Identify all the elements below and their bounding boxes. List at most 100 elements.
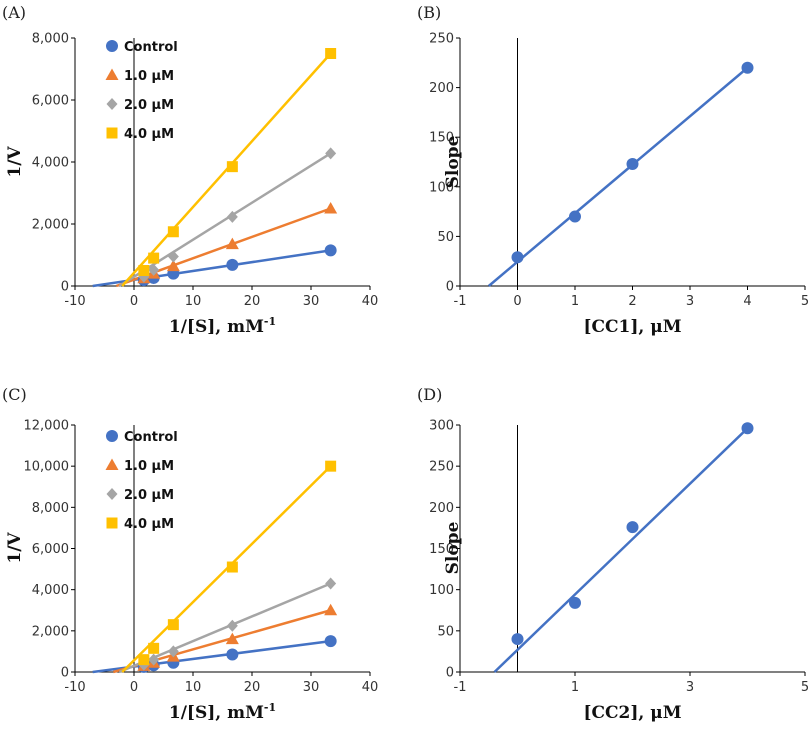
data-point xyxy=(148,252,160,264)
x-tick-label: 10 xyxy=(185,294,202,309)
data-point xyxy=(626,157,639,170)
y-tick-label: 250 xyxy=(429,32,454,47)
data-point xyxy=(511,633,524,646)
fit-line-2 xyxy=(118,152,332,288)
data-point xyxy=(324,603,338,616)
x-tick-label: -1 xyxy=(454,294,467,309)
y-tick-label: 4,000 xyxy=(32,156,69,171)
data-point xyxy=(325,147,337,160)
y-tick-label: 0 xyxy=(446,666,454,681)
legend-label: 1.0 μM xyxy=(124,459,174,474)
x-tick-label: 40 xyxy=(362,680,379,695)
x-tick-label: 5 xyxy=(801,294,809,309)
x-axis-title-text: [CC2], μM xyxy=(583,703,681,723)
y-tick-label: 2,000 xyxy=(32,624,69,639)
x-tick-label: -1 xyxy=(454,680,467,695)
y-axis-title: 1/V xyxy=(5,532,25,564)
legend-label: Control xyxy=(124,40,178,55)
data-point xyxy=(148,642,160,654)
x-tick-label: 1 xyxy=(571,294,579,309)
x-tick-label: 4 xyxy=(743,294,751,309)
fit-line-0 xyxy=(487,66,749,287)
x-tick-label: -10 xyxy=(64,680,85,695)
x-tick-label: 30 xyxy=(303,680,320,695)
data-point xyxy=(138,654,150,666)
legend-label: 1.0 μM xyxy=(124,69,174,84)
x-tick-label: 3 xyxy=(686,680,694,695)
data-point xyxy=(325,577,337,590)
x-tick-label: 3 xyxy=(686,294,694,309)
data-point xyxy=(626,521,639,534)
panel-d: (D) 0 50 100 150 200 250 300 -1 1 3 5 Slope [CC2], μM xyxy=(417,385,809,723)
panel-label: (C) xyxy=(2,385,27,404)
y-tick-label: 0 xyxy=(446,280,454,295)
data-point xyxy=(325,460,337,472)
x-axis-title-superscript: -1 xyxy=(264,315,276,328)
legend-label: 2.0 μM xyxy=(124,98,174,113)
x-tick-label: 0 xyxy=(130,680,138,695)
y-tick-label: 150 xyxy=(429,131,454,146)
data-point xyxy=(226,258,239,271)
y-tick-label: 10,000 xyxy=(24,460,70,475)
fit-line-3 xyxy=(121,465,332,673)
data-point xyxy=(167,645,179,658)
data-point xyxy=(741,422,754,435)
x-axis-title-superscript: -1 xyxy=(264,701,276,714)
panel-label: (B) xyxy=(417,3,441,22)
data-point xyxy=(225,237,239,250)
x-tick-label: 1 xyxy=(571,680,579,695)
data-point xyxy=(324,635,337,648)
data-point xyxy=(138,265,150,276)
legend-marker xyxy=(106,430,118,442)
legend-label: 4.0 μM xyxy=(124,127,174,142)
y-axis-title: Slope xyxy=(443,135,463,188)
y-tick-label: 100 xyxy=(429,583,454,598)
y-tick-label: 150 xyxy=(429,542,454,557)
data-point xyxy=(166,259,180,272)
x-tick-label: 20 xyxy=(244,680,261,695)
data-point xyxy=(324,244,337,257)
legend-label: Control xyxy=(124,430,178,445)
y-tick-label: 0 xyxy=(61,280,69,295)
legend-marker xyxy=(106,517,118,529)
legend-label: 2.0 μM xyxy=(124,488,174,503)
y-tick-label: 200 xyxy=(429,501,454,516)
x-tick-label: 0 xyxy=(513,294,521,309)
legend-marker xyxy=(105,68,119,80)
x-axis-title-text: 1/[S], mM xyxy=(169,703,264,723)
legend-marker xyxy=(106,127,118,139)
legend-label: 4.0 μM xyxy=(124,517,174,532)
y-tick-label: 6,000 xyxy=(32,94,69,109)
data-point xyxy=(226,561,238,573)
x-tick-label: 5 xyxy=(801,680,809,695)
y-tick-label: 2,000 xyxy=(32,218,69,233)
x-tick-label: -10 xyxy=(64,294,85,309)
x-tick-label: 20 xyxy=(244,294,261,309)
x-tick-label: 10 xyxy=(185,680,202,695)
y-tick-label: 50 xyxy=(437,624,454,639)
x-tick-label: 0 xyxy=(130,294,138,309)
data-point xyxy=(226,210,238,223)
x-axis-title: 1/[S], mM-1 xyxy=(169,315,276,337)
panel-label: (D) xyxy=(417,385,442,404)
y-tick-label: 250 xyxy=(429,460,454,475)
y-tick-label: 8,000 xyxy=(32,501,69,516)
legend-marker xyxy=(106,488,118,500)
data-point xyxy=(167,619,179,631)
y-tick-label: 0 xyxy=(61,666,69,681)
data-point xyxy=(225,632,239,645)
data-point xyxy=(569,596,581,609)
x-axis-title: 1/[S], mM-1 xyxy=(169,701,276,723)
y-axis-title: 1/V xyxy=(5,146,25,178)
data-point xyxy=(569,210,581,223)
data-point xyxy=(226,648,239,661)
y-tick-label: 100 xyxy=(429,180,454,195)
data-point xyxy=(148,263,160,276)
y-tick-label: 8,000 xyxy=(32,32,69,47)
y-tick-label: 200 xyxy=(429,81,454,96)
legend-marker xyxy=(106,40,118,52)
data-point xyxy=(741,61,754,74)
